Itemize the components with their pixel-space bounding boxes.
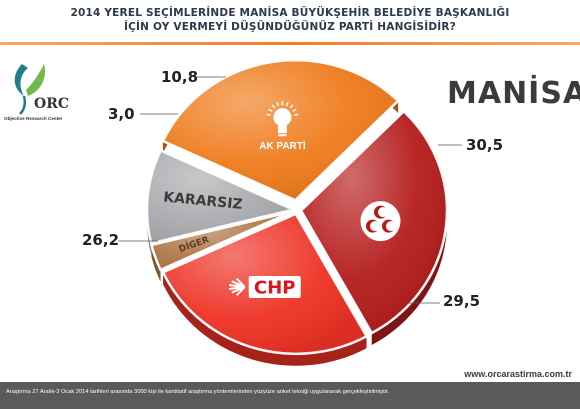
slice-label-chp: CHP (254, 277, 295, 298)
value-label-akp: 30,5 (466, 136, 503, 154)
slice-depth-mhp (371, 111, 447, 345)
title-divider (0, 42, 580, 45)
website-link[interactable]: www.orcarastirma.com.tr (464, 369, 572, 379)
logo-caption: Objective Research Center (4, 116, 63, 121)
city-name: MANİSA (447, 76, 580, 111)
footer-note: Araştırma 27 Aralık-3 Ocak 2014 tarihler… (6, 389, 390, 395)
value-label-mhp: 29,5 (443, 292, 480, 310)
chart-title-line1: 2014 YEREL SEÇİMLERİNDE MANİSA BÜYÜKŞEHİ… (70, 7, 510, 19)
footer-bar: Araştırma 27 Aralık-3 Ocak 2014 tarihler… (0, 382, 580, 409)
value-label-chp: 26,2 (82, 231, 119, 249)
lightbulb-icon (266, 101, 299, 137)
chart-title-line2: İÇİN OY VERMEYİ DÜŞÜNDÜĞÜNÜZ PARTİ HANGİ… (124, 21, 456, 33)
slice-gloss-diger (151, 211, 294, 270)
logo-mark: ORC (34, 96, 69, 112)
chart-title: 2014 YEREL SEÇİMLERİNDE MANİSA BÜYÜKŞEHİ… (0, 6, 580, 34)
slice-label-kararsiz: KARARSIZ (163, 189, 244, 213)
slice-depth-chp (163, 272, 367, 366)
value-label-kararsiz: 10,8 (161, 68, 198, 86)
orc-logo-icon: ORC (14, 64, 69, 115)
three-crescents-icon (360, 201, 401, 242)
slice-gloss-kararsiz (147, 150, 294, 244)
six-arrows-icon: CHP (228, 275, 301, 298)
slice-label-akp: AK PARTİ (259, 139, 306, 152)
value-label-diger: 3,0 (108, 105, 135, 123)
pie-labels: 30,5 29,5 26,2 3,0 10,8 (82, 68, 503, 310)
